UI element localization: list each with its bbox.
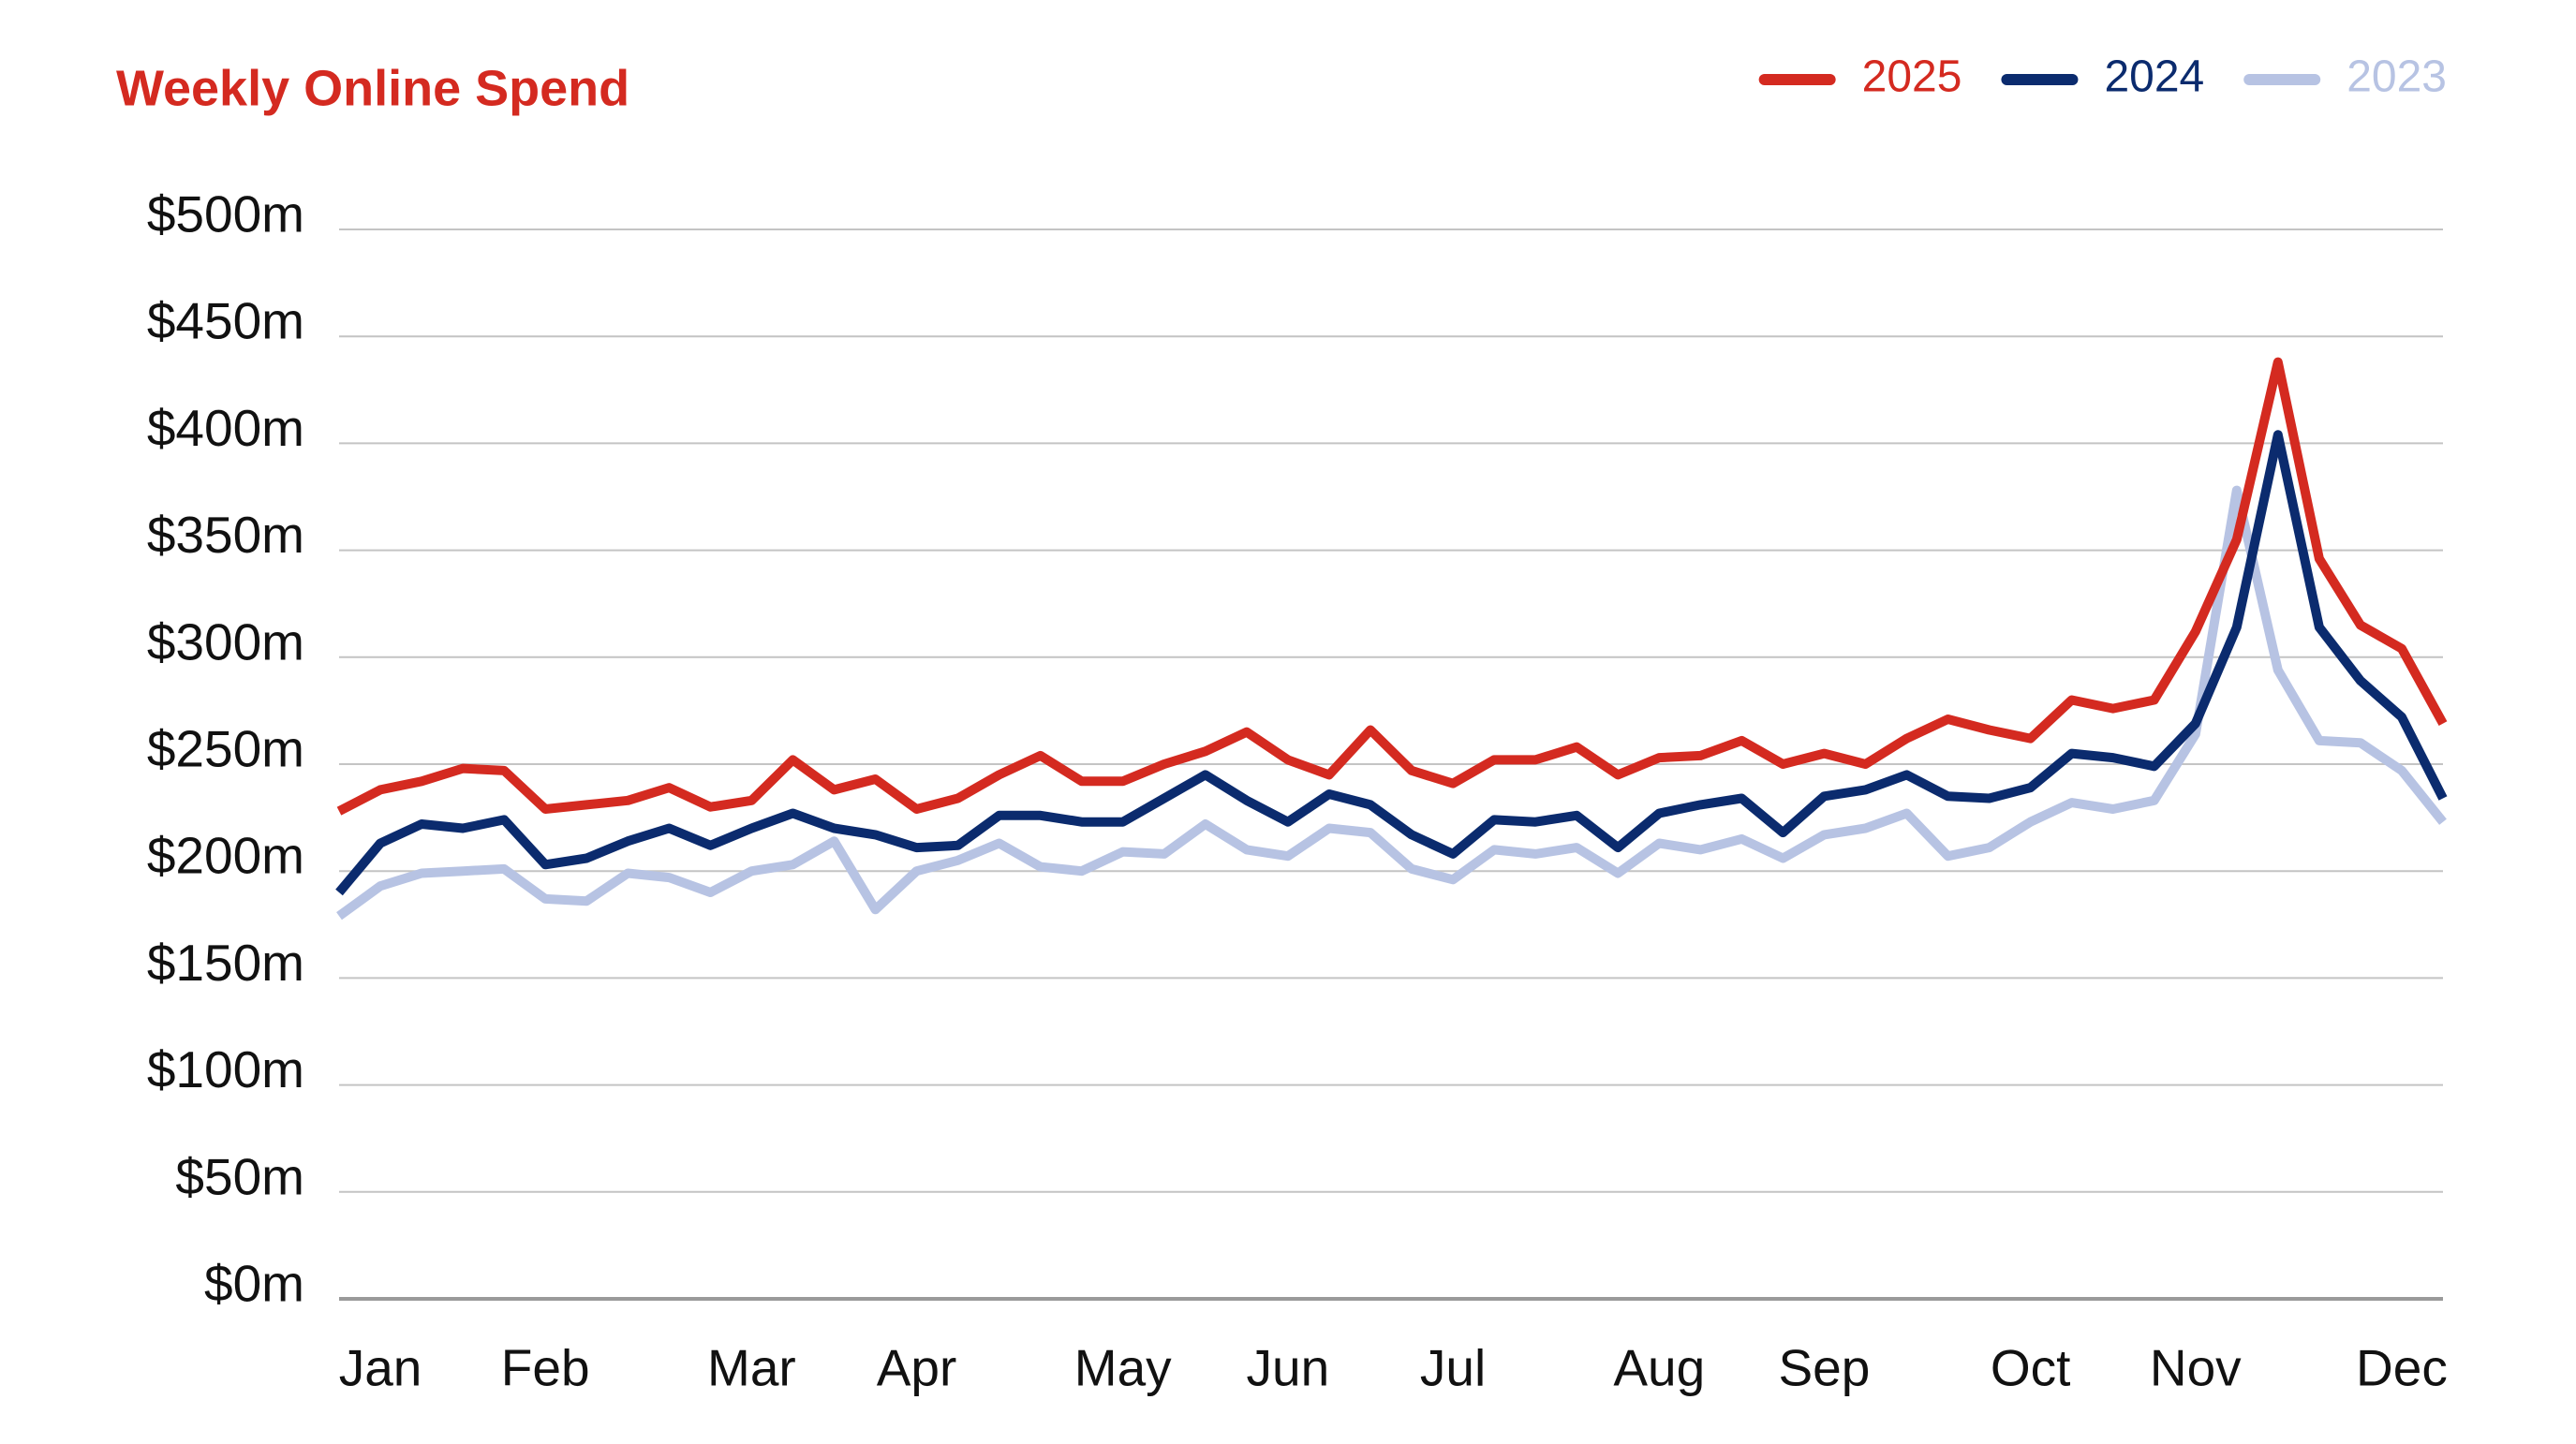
plot	[335, 357, 2448, 921]
legend-label: 2024	[2104, 52, 2204, 102]
x-tick-label: Mar	[707, 1339, 796, 1397]
y-tick-label: $0m	[204, 1255, 304, 1313]
x-tick-label: Jun	[1247, 1339, 1330, 1397]
y-tick-label: $150m	[147, 934, 304, 992]
x-tick-label: Jan	[339, 1339, 422, 1397]
x-tick-label: Jul	[1420, 1339, 1486, 1397]
y-tick-label: $450m	[147, 292, 304, 350]
series-line	[336, 485, 2447, 921]
legend: 2023 2024 2025	[1758, 52, 2447, 102]
grid: $0m $50m $100m $150m $200m $250m $300m $350m $40…	[147, 185, 2448, 1397]
x-tick-label: Dec	[2356, 1339, 2448, 1397]
y-tick-label: $100m	[147, 1040, 304, 1098]
chart-title: Weekly Online Spend	[116, 60, 629, 116]
legend-label: 2025	[1862, 52, 1962, 102]
x-tick-label: Aug	[1613, 1339, 1705, 1397]
x-tick-label: May	[1074, 1339, 1172, 1397]
y-tick-label: $200m	[147, 827, 304, 885]
x-tick-label: Nov	[2150, 1339, 2242, 1397]
y-tick-label: $300m	[147, 612, 304, 670]
y-tick-label: $500m	[147, 185, 304, 243]
legend-label: 2023	[2347, 52, 2447, 102]
y-tick-label: $400m	[147, 399, 304, 457]
y-tick-label: $50m	[175, 1147, 304, 1205]
y-tick-label: $250m	[147, 720, 304, 778]
x-tick-label: Sep	[1778, 1339, 1870, 1397]
x-tick-label: Apr	[877, 1339, 957, 1397]
y-tick-label: $350m	[147, 506, 304, 564]
x-tick-label: Feb	[501, 1339, 590, 1397]
x-tick-label: Oct	[1991, 1339, 2071, 1397]
series-line	[335, 430, 2448, 896]
series-line	[336, 357, 2448, 816]
